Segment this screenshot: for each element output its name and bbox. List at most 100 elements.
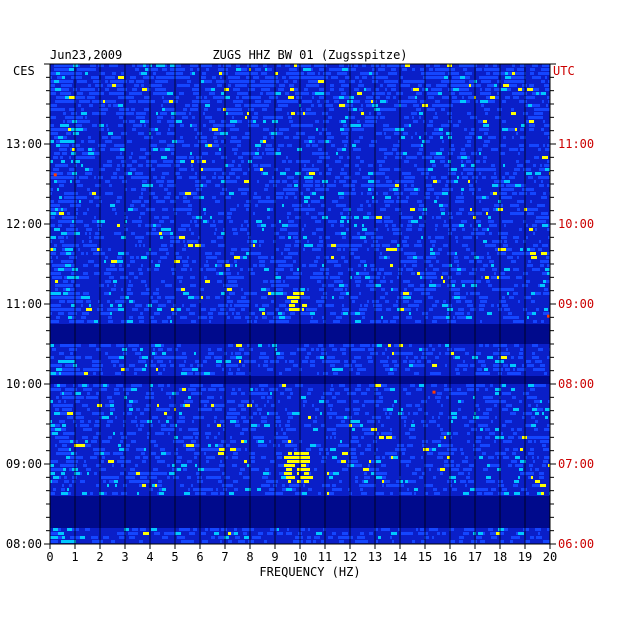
heatmap-cell	[170, 424, 175, 427]
heatmap-cell	[223, 428, 225, 431]
heatmap-cell	[62, 396, 68, 399]
heatmap-cell	[391, 68, 394, 71]
heatmap-cell	[454, 292, 460, 295]
heatmap-cell	[362, 368, 366, 371]
heatmap-cell	[63, 492, 68, 495]
heatmap-cell	[526, 120, 529, 123]
heatmap-cell	[444, 68, 449, 71]
heatmap-cell	[473, 396, 475, 399]
heatmap-cell	[384, 388, 390, 391]
heatmap-cell	[224, 88, 229, 91]
heatmap-cell	[140, 120, 145, 123]
heatmap-cell	[61, 100, 64, 103]
heatmap-cell	[90, 156, 95, 159]
heatmap-cell	[245, 448, 247, 451]
heatmap-cell	[305, 112, 310, 115]
heatmap-cell	[241, 440, 244, 443]
heatmap-cell	[512, 316, 515, 319]
heatmap-cell	[288, 220, 294, 223]
heatmap-cell	[238, 156, 243, 159]
heatmap-cell	[214, 468, 220, 471]
heatmap-cell	[88, 388, 92, 391]
heatmap-cell	[501, 196, 507, 199]
heatmap-cell	[521, 124, 525, 127]
heatmap-cell	[309, 172, 315, 175]
heatmap-cell	[50, 176, 53, 179]
heatmap-cell	[256, 468, 259, 471]
heatmap-cell	[450, 268, 454, 271]
heatmap-cell	[512, 136, 514, 139]
heatmap-cell	[430, 272, 433, 275]
heatmap-cell	[379, 256, 381, 259]
heatmap-cell	[78, 72, 80, 75]
heatmap-cell	[264, 404, 266, 407]
heatmap-cell	[76, 208, 78, 211]
heatmap-cell	[317, 372, 319, 375]
heatmap-cell	[263, 64, 267, 67]
heatmap-cell	[511, 128, 515, 131]
heatmap-cell	[330, 436, 332, 439]
heatmap-cell	[87, 96, 92, 99]
heatmap-cell	[528, 176, 533, 179]
heatmap-cell	[160, 448, 165, 451]
heatmap-cell	[152, 416, 158, 419]
heatmap-cell	[301, 76, 304, 79]
heatmap-cell	[275, 128, 277, 131]
heatmap-cell	[365, 276, 370, 279]
heatmap-cell	[129, 272, 134, 275]
heatmap-cell	[396, 200, 402, 203]
heatmap-cell	[109, 140, 112, 143]
heatmap-cell	[529, 212, 534, 215]
heatmap-cell	[161, 176, 165, 179]
heatmap-cell	[266, 164, 271, 167]
heatmap-cell	[417, 256, 423, 259]
heatmap-cell	[69, 300, 71, 303]
heatmap-cell	[118, 444, 121, 447]
heatmap-cell	[428, 96, 431, 99]
heatmap-cell	[480, 88, 482, 91]
heatmap-cell	[67, 196, 70, 199]
heatmap-cell	[217, 264, 222, 267]
heatmap-cell	[404, 260, 410, 263]
heatmap-cell	[402, 240, 404, 243]
heatmap-cell	[139, 356, 142, 359]
heatmap-cell	[405, 432, 410, 435]
heatmap-cell	[60, 92, 66, 95]
heatmap-cell	[134, 84, 139, 87]
heatmap-cell	[121, 492, 125, 495]
heatmap-cell	[332, 220, 337, 223]
heatmap-cell	[193, 92, 199, 95]
heatmap-cell	[179, 280, 182, 283]
heatmap-cell	[195, 436, 198, 439]
heatmap-cell	[370, 96, 373, 99]
heatmap-cell	[396, 480, 400, 483]
heatmap-cell	[502, 488, 507, 491]
heatmap-cell	[406, 156, 411, 159]
heatmap-cell	[247, 136, 250, 139]
heatmap-cell	[76, 356, 81, 359]
heatmap-cell	[491, 148, 496, 151]
heatmap-cell	[269, 132, 271, 135]
heatmap-cell	[287, 184, 292, 187]
heatmap-cell	[433, 272, 436, 275]
heatmap-cell	[444, 76, 448, 79]
heatmap-cell	[88, 172, 92, 175]
heatmap-cell	[302, 292, 304, 295]
heatmap-cell	[104, 312, 107, 315]
heatmap-cell	[520, 472, 523, 475]
heatmap-cell	[135, 456, 140, 459]
heatmap-cell	[302, 308, 304, 311]
heatmap-cell	[548, 236, 550, 239]
heatmap-cell	[330, 388, 334, 391]
heatmap-cell	[216, 360, 222, 363]
heatmap-cell	[241, 416, 246, 419]
heatmap-cell	[411, 272, 415, 275]
heatmap-cell	[138, 268, 142, 271]
heatmap-cell	[267, 104, 269, 107]
heatmap-cell	[213, 384, 215, 387]
heatmap-cell	[479, 128, 483, 131]
heatmap-cell	[548, 400, 550, 403]
heatmap-cell	[157, 360, 163, 363]
heatmap-cell	[322, 88, 324, 91]
heatmap-cell	[287, 420, 290, 423]
